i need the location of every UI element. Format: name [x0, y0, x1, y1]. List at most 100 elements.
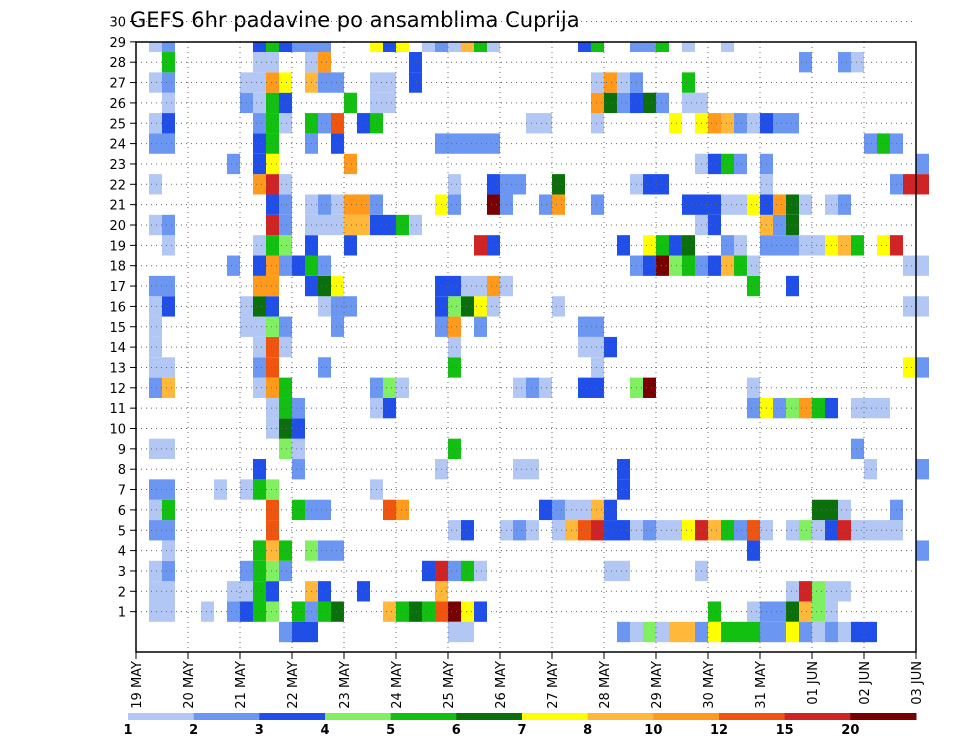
heatmap-cell — [773, 601, 786, 622]
heatmap-cell — [266, 336, 279, 358]
heatmap-cell — [708, 601, 721, 622]
heatmap-cell — [266, 357, 279, 378]
heatmap-cell — [773, 621, 786, 643]
heatmap-cell — [591, 42, 604, 53]
heatmap-cell — [344, 194, 357, 215]
heatmap-cell — [266, 581, 279, 602]
heatmap-cell — [266, 255, 279, 276]
heatmap-cell — [643, 520, 656, 541]
heatmap-cell — [591, 520, 604, 541]
heatmap-cell — [773, 235, 786, 256]
heatmap-cell — [838, 520, 851, 541]
heatmap-cell — [253, 316, 266, 337]
heatmap-cell — [383, 92, 396, 114]
heatmap-cell — [695, 621, 708, 643]
heatmap-cell — [461, 296, 474, 317]
heatmap-cell — [513, 377, 526, 398]
x-tick-label: 22 MAY — [286, 661, 301, 709]
heatmap-cell — [227, 601, 240, 622]
legend-swatch — [522, 713, 589, 720]
heatmap-cell — [487, 194, 500, 215]
heatmap-cell — [474, 275, 487, 297]
heatmap-cell — [448, 316, 461, 337]
heatmap-cell — [721, 194, 734, 215]
heatmap-cell — [253, 601, 266, 622]
heatmap-cell — [344, 296, 357, 317]
heatmap-cell — [461, 42, 474, 53]
heatmap-cell — [461, 520, 474, 541]
heatmap-cell — [656, 621, 669, 643]
heatmap-cell — [604, 72, 617, 93]
legend-swatch — [259, 713, 326, 720]
heatmap-cell — [292, 397, 305, 419]
heatmap-cell — [903, 255, 916, 276]
heatmap-cell — [266, 194, 279, 215]
heatmap-cell — [461, 621, 474, 643]
heatmap-cell — [149, 601, 162, 622]
heatmap-cell — [682, 255, 695, 276]
heatmap-cell — [682, 42, 695, 53]
legend-label: 5 — [386, 723, 395, 738]
heatmap-cell — [279, 438, 292, 460]
heatmap-cell — [578, 499, 591, 521]
heatmap-cell — [864, 459, 877, 480]
heatmap-cell — [422, 42, 435, 53]
heatmap-cell — [851, 520, 864, 541]
heatmap-cell — [253, 42, 266, 53]
heatmap-cell — [539, 194, 552, 215]
heatmap-cell — [149, 275, 162, 297]
heatmap-cell — [266, 397, 279, 419]
heatmap-cell — [799, 520, 812, 541]
heatmap-cell — [266, 520, 279, 541]
heatmap-cell — [591, 316, 604, 337]
heatmap-cell — [591, 336, 604, 358]
heatmap-cell — [643, 255, 656, 276]
heatmap-cell — [799, 397, 812, 419]
heatmap-cell — [396, 377, 409, 398]
heatmap-cell — [838, 235, 851, 256]
heatmap-cell — [253, 560, 266, 582]
x-tick-label: 30 MAY — [702, 661, 717, 709]
heatmap-cell — [747, 601, 760, 622]
heatmap-cell — [253, 153, 266, 175]
heatmap-cell — [591, 113, 604, 134]
heatmap-cell — [903, 174, 916, 195]
heatmap-cell — [279, 174, 292, 195]
y-tick-label: 28 — [109, 56, 126, 71]
heatmap-cell — [721, 153, 734, 175]
heatmap-cell — [747, 377, 760, 398]
heatmap-cell — [786, 235, 799, 256]
heatmap-cell — [474, 235, 487, 256]
heatmap-cell — [253, 540, 266, 561]
legend-swatch — [456, 713, 523, 720]
heatmap-cell — [383, 601, 396, 622]
heatmap-cell — [149, 113, 162, 134]
heatmap-cell — [487, 174, 500, 195]
heatmap-cell — [266, 133, 279, 154]
heatmap-cell — [799, 52, 812, 73]
heatmap-cell — [851, 438, 864, 460]
heatmap-cell — [162, 377, 175, 398]
x-tick-label: 24 MAY — [390, 661, 405, 709]
heatmap-cell — [812, 621, 825, 643]
heatmap-cell — [162, 560, 175, 582]
heatmap-cell — [409, 72, 422, 93]
heatmap-cell — [916, 153, 929, 175]
heatmap-cell — [279, 42, 292, 53]
heatmap-cell — [292, 621, 305, 643]
heatmap-cell — [591, 72, 604, 93]
heatmap-cell — [149, 479, 162, 500]
heatmap-cell — [916, 357, 929, 378]
x-tick-label: 23 MAY — [338, 661, 353, 709]
heatmap-cell — [253, 113, 266, 134]
heatmap-cell — [656, 174, 669, 195]
heatmap-cell — [162, 92, 175, 114]
heatmap-cell — [279, 92, 292, 114]
y-tick-label: 16 — [109, 300, 126, 315]
heatmap-cell — [162, 275, 175, 297]
heatmap-cell — [383, 377, 396, 398]
heatmap-cell — [253, 275, 266, 297]
heatmap-cell — [487, 133, 500, 154]
heatmap-cell — [799, 194, 812, 215]
heatmap-cell — [253, 92, 266, 114]
